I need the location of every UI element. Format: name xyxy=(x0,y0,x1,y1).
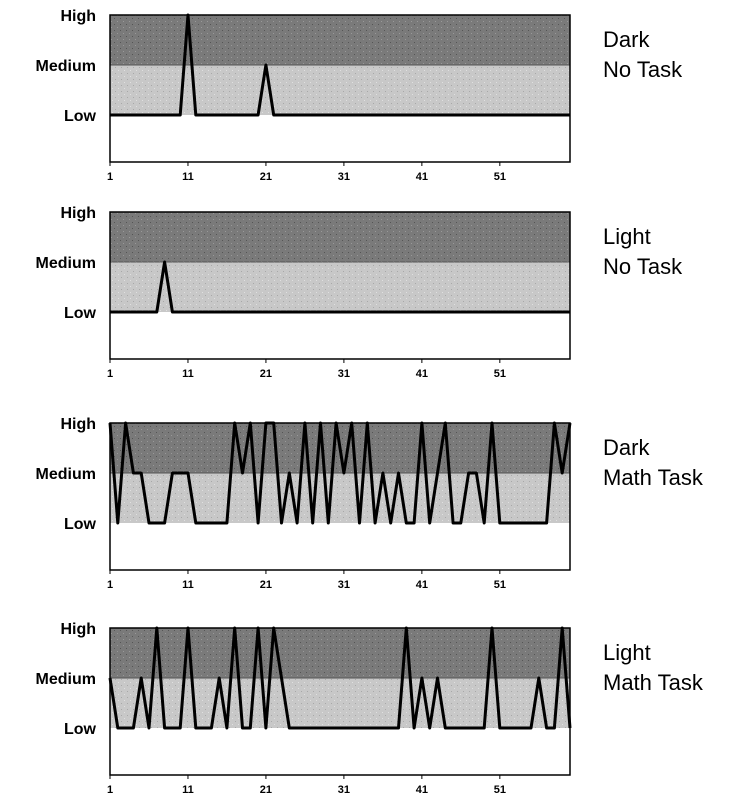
x-tick-label: 51 xyxy=(494,368,506,380)
plot-frame xyxy=(109,211,571,360)
y-label-high: High xyxy=(60,8,96,25)
band-high xyxy=(110,212,570,262)
x-tick-label: 1 xyxy=(107,784,113,796)
y-label-low: Low xyxy=(64,305,97,322)
band-medium xyxy=(110,678,570,728)
x-tick-label: 11 xyxy=(182,368,194,380)
series-line xyxy=(110,260,570,314)
x-tick-label: 1 xyxy=(107,368,113,380)
y-label-high: High xyxy=(60,205,96,222)
band-high xyxy=(110,15,570,65)
series-line xyxy=(108,421,572,525)
y-label-low: Low xyxy=(64,721,97,738)
panel-title-line-2: No Task xyxy=(603,57,683,82)
band-low xyxy=(110,728,570,775)
x-tick-label: 21 xyxy=(260,579,272,591)
x-tick-label: 31 xyxy=(338,579,350,591)
x-tick-label: 21 xyxy=(260,171,272,183)
y-label-medium: Medium xyxy=(36,466,96,483)
panel-title-line-1: Light xyxy=(603,224,651,249)
y-label-medium: Medium xyxy=(36,255,96,272)
y-label-high: High xyxy=(60,416,96,433)
panel-title-line-2: No Task xyxy=(603,254,683,279)
x-tick-label: 31 xyxy=(338,171,350,183)
x-tick-label: 11 xyxy=(182,579,194,591)
x-tick-label: 1 xyxy=(107,171,113,183)
band-low xyxy=(110,115,570,162)
x-tick-label: 31 xyxy=(338,368,350,380)
x-tick-label: 21 xyxy=(260,368,272,380)
x-tick-label: 1 xyxy=(107,579,113,591)
panel-title-line-2: Math Task xyxy=(603,465,704,490)
x-tick-label: 41 xyxy=(416,784,428,796)
x-tick-label: 41 xyxy=(416,171,428,183)
x-tick-label: 41 xyxy=(416,368,428,380)
y-label-medium: Medium xyxy=(36,671,96,688)
x-tick-label: 51 xyxy=(494,579,506,591)
x-tick-label: 11 xyxy=(182,171,194,183)
band-low xyxy=(110,312,570,359)
x-tick-label: 51 xyxy=(494,171,506,183)
series-line xyxy=(110,13,570,117)
plot-frame xyxy=(109,14,571,163)
panel-title-line-1: Dark xyxy=(603,27,650,52)
x-tick-label: 41 xyxy=(416,579,428,591)
panel-title-line-2: Math Task xyxy=(603,670,704,695)
plot-frame xyxy=(109,627,571,776)
panel-title-line-1: Dark xyxy=(603,435,650,460)
x-tick-label: 21 xyxy=(260,784,272,796)
y-label-medium: Medium xyxy=(36,58,96,75)
plot-frame xyxy=(109,422,571,571)
x-tick-label: 11 xyxy=(182,784,194,796)
y-label-low: Low xyxy=(64,516,97,533)
band-low xyxy=(110,523,570,570)
panel-title-line-1: Light xyxy=(603,640,651,665)
band-medium xyxy=(110,262,570,312)
y-label-low: Low xyxy=(64,108,97,125)
series-line xyxy=(108,626,572,730)
x-tick-label: 31 xyxy=(338,784,350,796)
band-medium xyxy=(110,473,570,523)
y-label-high: High xyxy=(60,621,96,638)
x-tick-label: 51 xyxy=(494,784,506,796)
band-high xyxy=(110,628,570,678)
band-medium xyxy=(110,65,570,115)
